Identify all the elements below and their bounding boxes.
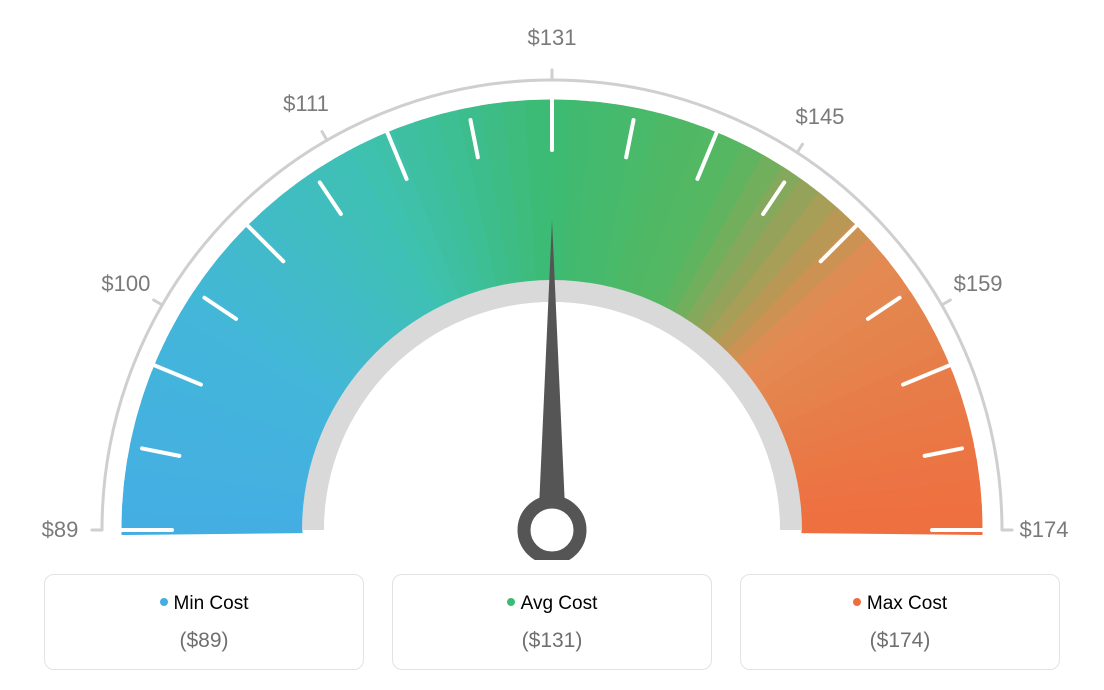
scale-label: $89 [42,517,79,543]
scale-label: $131 [528,25,577,51]
legend-title-min: Min Cost [55,593,353,615]
gauge-chart: $89 $100 $111 $131 $145 $159 $174 [0,0,1104,560]
legend-value-avg: ($131) [403,629,701,653]
scale-label: $100 [101,271,150,297]
legend-card-max: Max Cost ($174) [740,574,1060,670]
legend-card-min: Min Cost ($89) [44,574,364,670]
legend-card-avg: Avg Cost ($131) [392,574,712,670]
legend-value-max: ($174) [751,629,1049,653]
legend-dot-min [160,598,168,606]
legend-title-max-text: Max Cost [867,593,947,614]
legend-row: Min Cost ($89) Avg Cost ($131) Max Cost … [0,574,1104,670]
legend-title-min-text: Min Cost [174,593,249,614]
legend-title-max: Max Cost [751,593,1049,615]
legend-title-avg: Avg Cost [403,593,701,615]
scale-label: $145 [795,104,844,130]
scale-label: $159 [954,271,1003,297]
legend-value-min: ($89) [55,629,353,653]
gauge-svg [0,0,1104,560]
scale-label: $111 [283,91,329,117]
legend-title-avg-text: Avg Cost [521,593,598,614]
legend-dot-max [853,598,861,606]
legend-dot-avg [507,598,515,606]
scale-label: $174 [1020,517,1069,543]
